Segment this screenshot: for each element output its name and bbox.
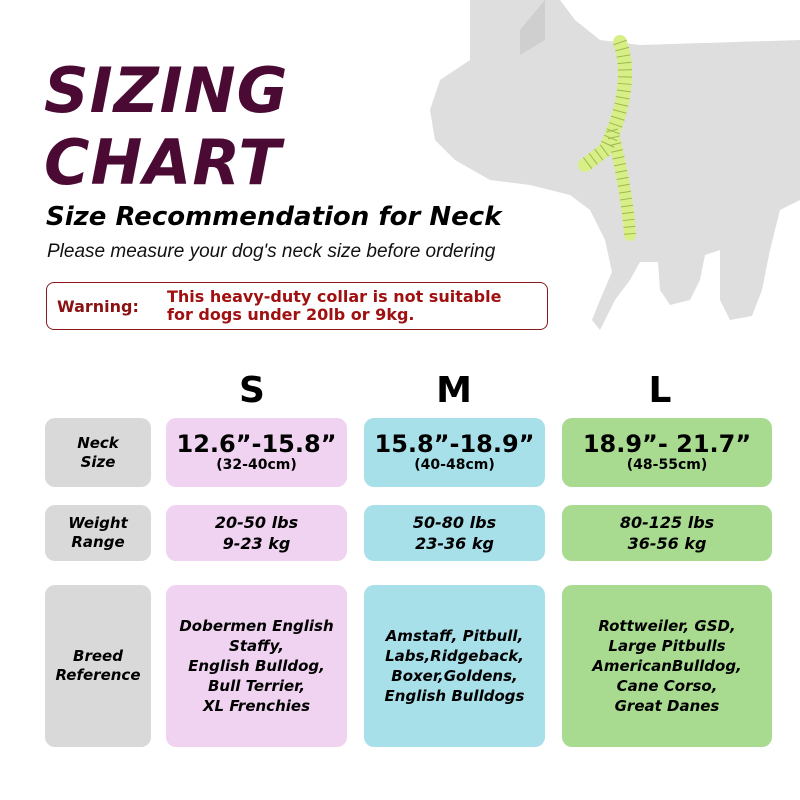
breed-reference-s: Dobermen English Staffy, English Bulldog… [166, 585, 347, 747]
row-label-line: Weight [68, 514, 128, 532]
breed-line: Large Pitbulls [608, 637, 726, 655]
warning-label: Warning: [57, 296, 139, 316]
neck-cm: (48-55cm) [626, 457, 708, 473]
breed-reference-m: Amstaff, Pitbull, Labs,Ridgeback, Boxer,… [364, 585, 545, 747]
weight-range-m: 50-80 lbs 23-36 kg [364, 505, 545, 561]
breed-line: Boxer,Goldens, [391, 667, 518, 685]
weight-range-l: 80-125 lbs 36-56 kg [562, 505, 772, 561]
warning-line-2: for dogs under 20lb or 9kg. [167, 305, 415, 324]
title-line-1: SIZING [44, 54, 289, 127]
row-label-breed-reference: Breed Reference [45, 585, 151, 747]
row-label-line: Range [71, 533, 125, 551]
breed-line: Rottweiler, GSD, [598, 617, 736, 635]
breed-line: Amstaff, Pitbull, [385, 627, 524, 645]
breed-line: XL Frenchies [202, 697, 310, 715]
breed-line: Bull Terrier, [207, 677, 306, 695]
neck-size-m: 15.8”-18.9” (40-48cm) [364, 418, 545, 487]
weight-lbs: 50-80 lbs [412, 513, 497, 532]
breed-line: AmericanBulldog, [592, 657, 742, 675]
weight-lbs: 80-125 lbs [619, 513, 715, 532]
measure-note: Please measure your dog's neck size befo… [47, 241, 496, 262]
warning-box: Warning: This heavy-duty collar is not s… [46, 282, 548, 330]
row-label-neck-size: Neck Size [45, 418, 151, 487]
row-label-line: Neck [77, 433, 119, 452]
neck-inches: 18.9”- 21.7” [582, 430, 752, 458]
breed-line: English Bulldogs [384, 687, 525, 705]
subtitle: Size Recommendation for Neck [46, 202, 502, 232]
row-label-line: Reference [55, 666, 141, 684]
weight-kg: 9-23 kg [222, 534, 291, 553]
weight-range-s: 20-50 lbs 9-23 kg [166, 505, 347, 561]
breed-line: Labs,Ridgeback, [385, 647, 524, 665]
breed-line: Staffy, [229, 637, 284, 655]
breed-reference-l: Rottweiler, GSD, Large Pitbulls American… [562, 585, 772, 747]
neck-inches: 12.6”-15.8” [176, 430, 337, 458]
title-line-2: CHART [44, 126, 282, 199]
weight-kg: 23-36 kg [415, 534, 494, 553]
neck-cm: (32-40cm) [216, 457, 297, 473]
warning-line-1: This heavy-duty collar is not suitable [167, 287, 502, 306]
row-label-line: Breed [73, 647, 123, 665]
size-header-l: L [648, 370, 672, 411]
size-header-m: M [436, 370, 472, 411]
weight-kg: 36-56 kg [627, 534, 707, 553]
breed-line: English Bulldog, [188, 657, 325, 675]
breed-line: Great Danes [614, 697, 720, 715]
neck-size-l: 18.9”- 21.7” (48-55cm) [562, 418, 772, 487]
breed-line: Dobermen English [179, 617, 334, 635]
warning-text: This heavy-duty collar is not suitable f… [167, 288, 501, 324]
row-label-line: Size [80, 452, 116, 471]
size-header-s: S [239, 370, 265, 411]
dog-silhouette-illustration [430, 0, 800, 330]
neck-inches: 15.8”-18.9” [374, 430, 535, 458]
neck-cm: (40-48cm) [414, 457, 495, 473]
breed-line: Cane Corso, [616, 677, 718, 695]
neck-size-s: 12.6”-15.8” (32-40cm) [166, 418, 347, 487]
weight-lbs: 20-50 lbs [214, 513, 299, 532]
row-label-weight-range: Weight Range [45, 505, 151, 561]
